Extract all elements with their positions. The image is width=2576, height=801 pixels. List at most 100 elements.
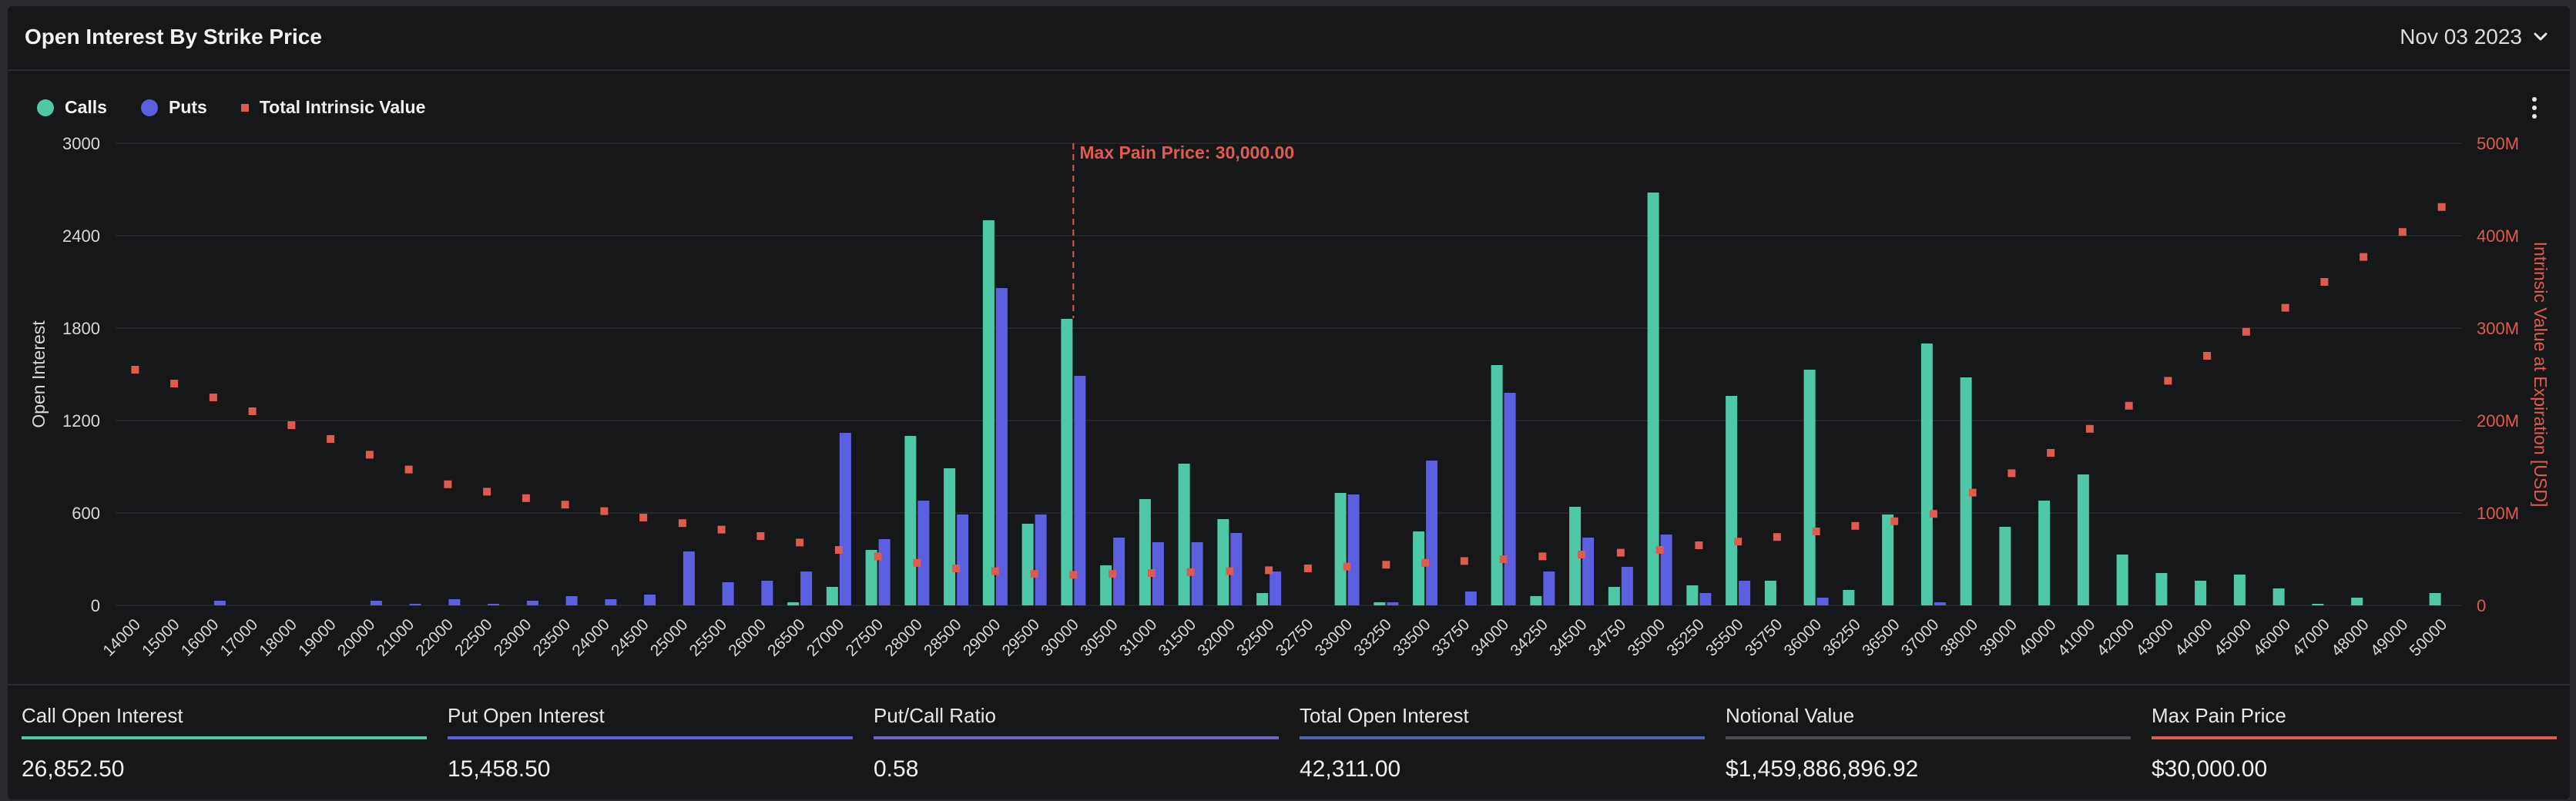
x-tick-label: 34500 [1546, 615, 1591, 660]
intrinsic-value-point [834, 546, 843, 554]
calls-swatch-icon [37, 99, 54, 116]
puts-bar [1660, 535, 1672, 605]
calls-bar [1882, 514, 1894, 605]
puts-bar [1270, 571, 1282, 605]
x-tick-label: 18000 [256, 615, 300, 660]
panel-header: Open Interest By Strike Price Nov 03 202… [8, 6, 2570, 71]
chart-menu-kebab-icon[interactable] [2530, 97, 2539, 123]
x-tick-label: 35000 [1625, 615, 1669, 660]
x-tick-label: 15000 [139, 615, 183, 660]
puts-bar [1387, 602, 1399, 605]
calls-bar [1647, 193, 1659, 605]
intrinsic-value-point [483, 488, 491, 496]
intrinsic-value-point [404, 465, 413, 474]
x-tick-label: 35250 [1663, 615, 1708, 660]
puts-bar [1074, 376, 1086, 605]
calls-bar [1061, 319, 1073, 605]
intrinsic-value-point [913, 558, 921, 567]
x-tick-label: 49000 [2367, 615, 2412, 660]
x-tick-label: 31000 [1116, 615, 1161, 660]
calls-bar [1374, 602, 1386, 605]
stat-underline [1300, 736, 1705, 739]
calls-bar [1764, 581, 1776, 605]
intrinsic-value-point [1655, 546, 1664, 554]
puts-bar [213, 601, 226, 605]
intrinsic-value-point [2085, 424, 2094, 433]
x-tick-label: 34250 [1507, 615, 1551, 660]
x-tick-label: 17000 [217, 615, 262, 660]
puts-bar [1426, 461, 1438, 605]
intrinsic-value-point [874, 552, 882, 561]
intrinsic-value-point [1890, 517, 1899, 525]
intrinsic-value-point [561, 501, 569, 509]
puts-swatch-icon [140, 99, 158, 116]
legend-item-puts[interactable]: Puts [140, 97, 207, 118]
intrinsic-value-point [2125, 401, 2133, 410]
chevron-down-icon [2534, 32, 2547, 41]
puts-bar [370, 601, 382, 605]
intrinsic-value-point [2360, 253, 2368, 261]
legend-label-puts: Puts [168, 97, 207, 117]
intrinsic-value-point [1499, 555, 1508, 563]
x-tick-label: 36250 [1820, 615, 1864, 660]
calls-bar [1413, 531, 1425, 605]
puts-bar [1621, 567, 1633, 605]
puts-bar [957, 514, 969, 605]
intrinsic-value-point [365, 451, 374, 459]
puts-bar [1464, 592, 1477, 605]
intrinsic-value-point [600, 507, 609, 515]
calls-bar [2038, 501, 2051, 605]
stat-notional-value: Notional Value $1,459,886,896.92 [1726, 704, 2131, 783]
intrinsic-value-point [1851, 521, 1860, 530]
stat-total-open-interest: Total Open Interest 42,311.00 [1300, 704, 1705, 783]
x-tick-label: 23000 [491, 615, 535, 660]
intrinsic-value-point [2437, 203, 2446, 211]
x-tick-label: 25000 [647, 615, 692, 660]
intrinsic-value-point [1265, 566, 1273, 575]
calls-bar [1256, 593, 1269, 605]
intrinsic-value-point [2242, 327, 2250, 336]
x-tick-label: 24000 [569, 615, 613, 660]
stat-value: 0.58 [874, 756, 919, 782]
intrinsic-value-point [1616, 548, 1625, 557]
puts-bar [526, 601, 538, 605]
calls-bar [2312, 604, 2324, 605]
intrinsic-value-point [1695, 541, 1703, 549]
stat-label: Call Open Interest [22, 704, 183, 727]
calls-bar [1686, 585, 1699, 605]
legend-item-calls[interactable]: Calls [37, 97, 107, 118]
intrinsic-value-point [170, 380, 179, 387]
y2-tick-label: 500M [2477, 134, 2519, 153]
x-tick-label: 29000 [960, 615, 1005, 660]
max-pain-label: Max Pain Price: 30,000.00 [1079, 142, 1294, 163]
calls-bar [1569, 507, 1581, 605]
puts-bar [1152, 542, 1164, 605]
intrinsic-value-point [639, 514, 648, 521]
expiry-date-dropdown[interactable]: Nov 03 2023 [2400, 25, 2548, 49]
intrinsic-value-point [1460, 557, 1468, 565]
x-tick-label: 30000 [1038, 615, 1082, 660]
x-tick-label: 48000 [2328, 615, 2373, 660]
intrinsic-value-point [756, 532, 765, 540]
calls-bar [2351, 598, 2363, 605]
x-tick-label: 38000 [1937, 615, 1982, 660]
stat-value: $30,000.00 [2152, 756, 2268, 782]
legend-item-intrinsic-value[interactable]: Total Intrinsic Value [240, 97, 425, 118]
puts-bar [409, 604, 421, 605]
puts-bar [448, 599, 461, 605]
intrinsic-value-point [1734, 538, 1742, 546]
intrinsic-value-point [2398, 228, 2407, 236]
puts-bar [1191, 542, 1203, 605]
intrinsic-value-point [1968, 488, 1977, 497]
puts-bar [1543, 571, 1555, 605]
stat-max-pain-price: Max Pain Price $30,000.00 [2152, 704, 2557, 783]
x-tick-label: 26000 [725, 615, 770, 660]
x-tick-label: 35500 [1702, 615, 1747, 660]
intrinsic-value-point [327, 435, 335, 443]
x-tick-label: 42000 [2094, 615, 2138, 660]
calls-bar [2195, 581, 2207, 605]
x-tick-label: 24500 [608, 615, 652, 660]
x-tick-label: 31500 [1156, 615, 1200, 660]
puts-bar [1230, 533, 1243, 605]
puts-bar [839, 433, 851, 605]
